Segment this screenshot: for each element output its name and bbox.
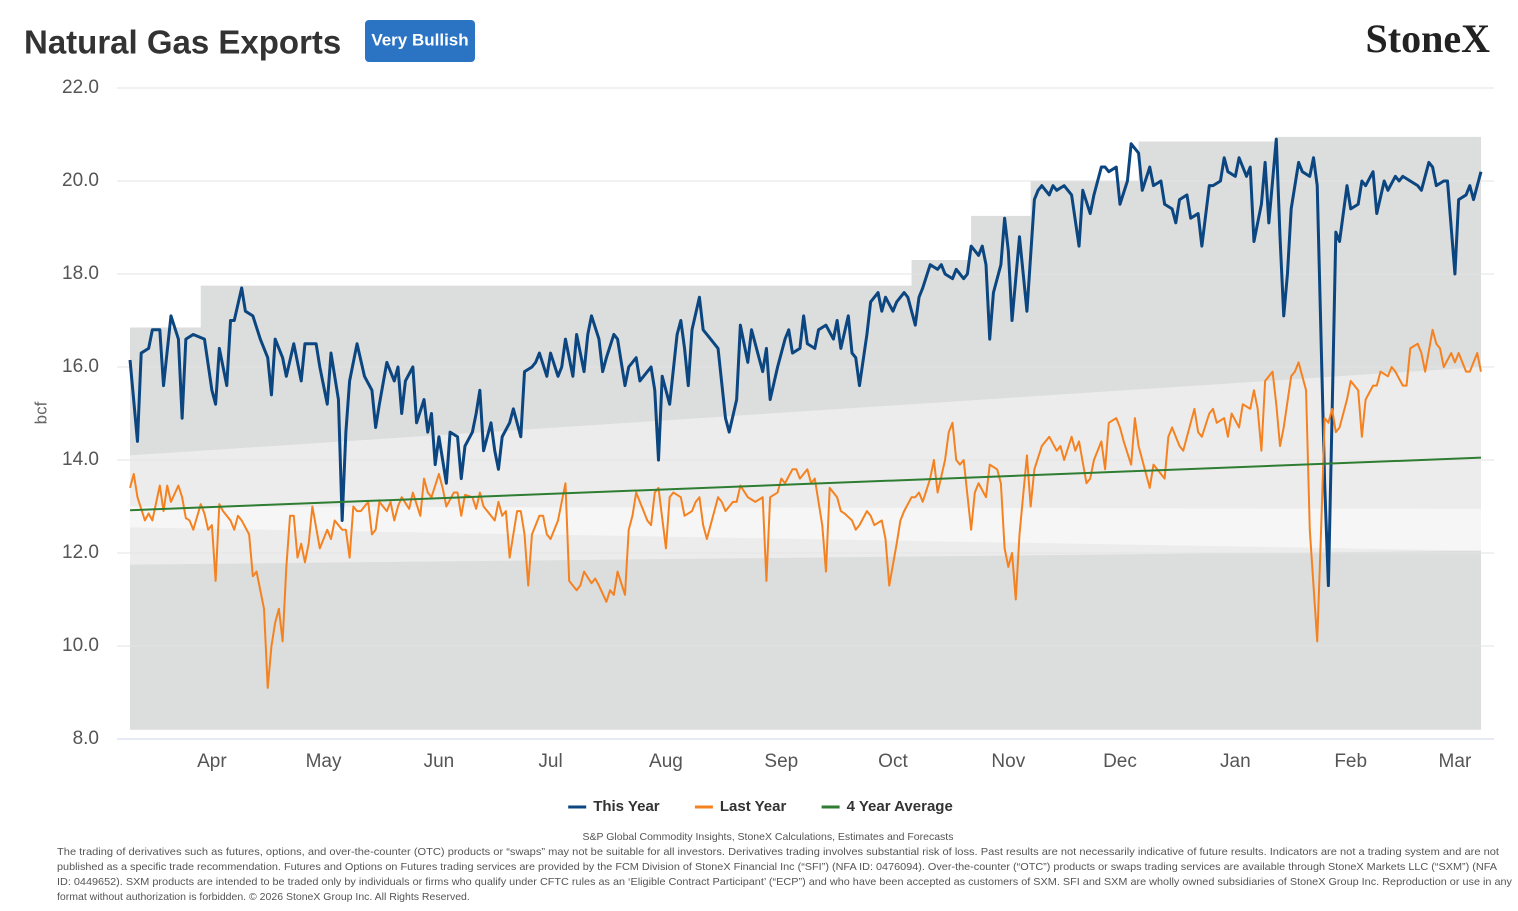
badge: Very Bullish: [371, 30, 468, 49]
legend-label: Last Year: [720, 798, 787, 815]
disclaimer: published as a specific trade recommenda…: [57, 861, 1497, 873]
disclaimer: ID: 0449652). SXM products are intended …: [57, 876, 1513, 888]
legend-label: 4 Year Average: [847, 798, 953, 815]
x-tick-label: Sep: [764, 751, 798, 772]
x-tick-label: Dec: [1103, 751, 1137, 772]
x-tick-label: Jun: [424, 751, 455, 772]
range-band: [130, 506, 1481, 551]
source: S&P Global Commodity Insights, StoneX Ca…: [583, 831, 954, 843]
logo: StoneX: [1366, 16, 1491, 61]
x-tick-label: Jan: [1220, 751, 1251, 772]
plot: 8.0 10.0 12.0 14.0 16.0 18.0 20.0 22.0 Apr May Jun…: [62, 77, 1494, 772]
x-tick-label: Aug: [649, 751, 683, 772]
y-tick-label: 20.0: [62, 170, 99, 191]
y-tick-label: 8.0: [73, 728, 99, 749]
series-line: [129, 456, 1482, 512]
x-tick-label: Apr: [197, 751, 227, 772]
y-tick-label: 16.0: [62, 356, 99, 377]
y-tick-label: 22.0: [62, 77, 99, 98]
x-tick-label: May: [306, 751, 342, 772]
disclaimer: format without authorization is forbidde…: [57, 891, 470, 903]
series-line: [128, 137, 1483, 588]
x-tick-label: Oct: [878, 751, 908, 772]
y-axis-label: bcf: [31, 401, 50, 424]
x-tick-label: Nov: [991, 751, 1025, 772]
y-tick-label: 10.0: [62, 635, 99, 656]
y-tick-label: 12.0: [62, 542, 99, 563]
series-line: [129, 328, 1482, 689]
chart-title: Natural Gas Exports: [24, 24, 341, 61]
legend: This Year Last Year 4 Year Average: [568, 798, 953, 815]
x-tick-label: Feb: [1334, 751, 1367, 772]
x-tick-label: Jul: [538, 751, 562, 772]
y-tick-label: 18.0: [62, 263, 99, 284]
disclaimer: The trading of derivatives such as futur…: [57, 846, 1499, 858]
y-tick-label: 14.0: [62, 449, 99, 470]
badge-bg: [365, 20, 475, 62]
legend-label: This Year: [593, 798, 660, 815]
x-tick-label: Mar: [1439, 751, 1472, 772]
